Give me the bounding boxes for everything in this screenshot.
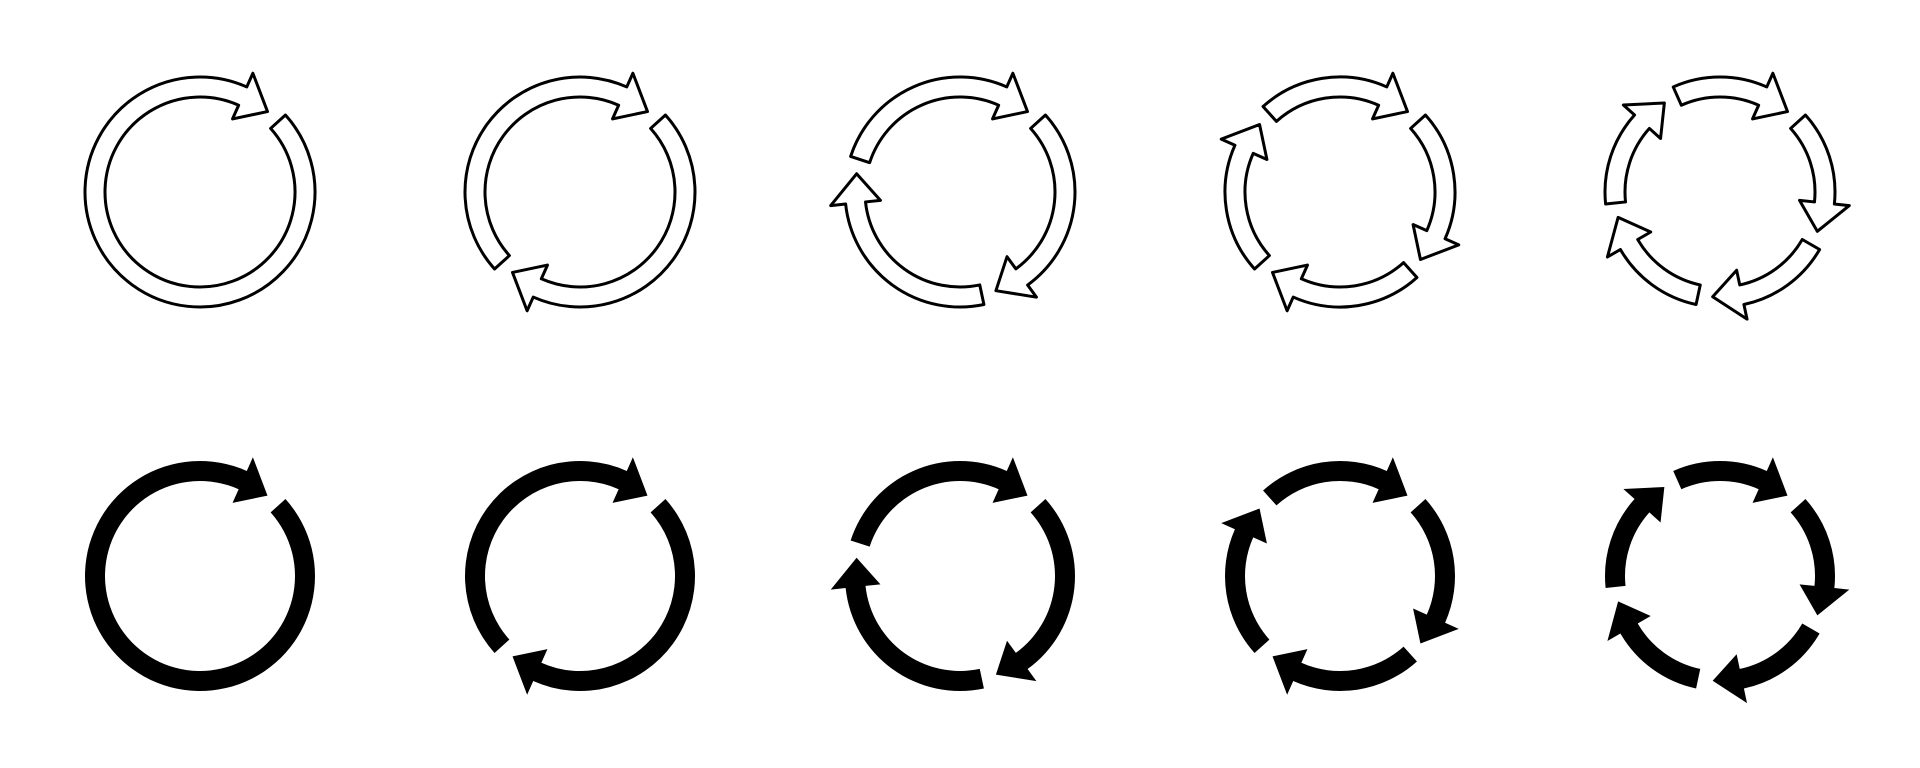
- cycle-1-arrow-outline-icon: [40, 20, 360, 364]
- cycle-5-arrow-solid-icon: [1560, 404, 1880, 748]
- cycle-5-arrow-outline-icon: [1560, 20, 1880, 364]
- icon-grid: [0, 0, 1920, 768]
- cycle-1-arrow-solid-icon: [40, 404, 360, 748]
- cycle-2-arrow-solid-icon: [420, 404, 740, 748]
- cycle-2-arrow-outline-icon: [420, 20, 740, 364]
- cycle-4-arrow-solid-icon: [1180, 404, 1500, 748]
- cycle-4-arrow-outline-icon: [1180, 20, 1500, 364]
- cycle-3-arrow-outline-icon: [800, 20, 1120, 364]
- cycle-3-arrow-solid-icon: [800, 404, 1120, 748]
